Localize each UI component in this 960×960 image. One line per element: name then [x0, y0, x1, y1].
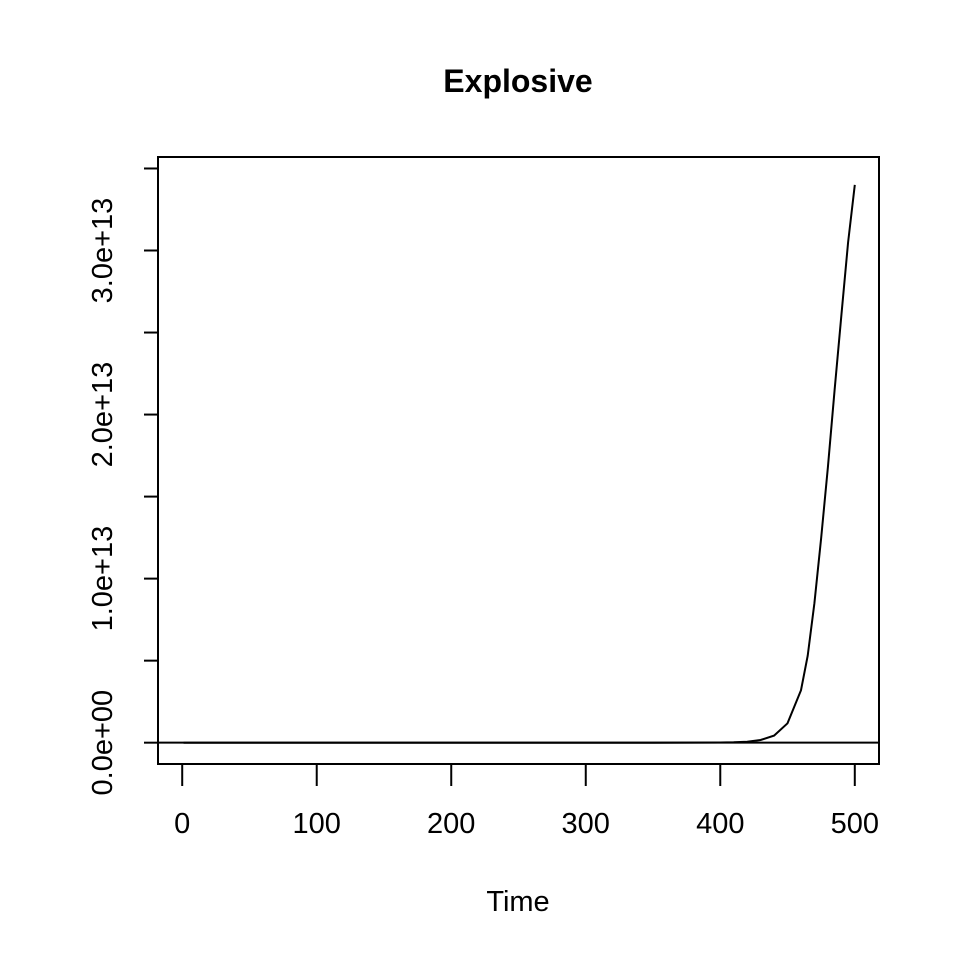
- x-tick-label: 500: [831, 808, 879, 840]
- y-tick-label: 1.0e+13: [87, 526, 119, 632]
- x-tick-label: 100: [293, 808, 341, 840]
- chart-title: Explosive: [443, 63, 592, 99]
- series-line: [183, 184, 856, 744]
- y-tick-label: 0.0e+00: [87, 690, 119, 796]
- y-axis: 0.0e+00 1.0e+13 2.0e+13 3.0e+13: [87, 167, 158, 796]
- y-tick-label: 3.0e+13: [87, 198, 119, 304]
- x-tick-label: 400: [696, 808, 744, 840]
- x-tick-label: 200: [427, 808, 475, 840]
- x-axis-label: Time: [486, 886, 549, 918]
- y-tick-label: 2.0e+13: [87, 362, 119, 468]
- x-axis: 0 100 200 300 400 500: [174, 764, 879, 840]
- plot-frame: [157, 156, 880, 765]
- x-tick-label: 0: [174, 808, 190, 840]
- x-tick-label: 300: [562, 808, 610, 840]
